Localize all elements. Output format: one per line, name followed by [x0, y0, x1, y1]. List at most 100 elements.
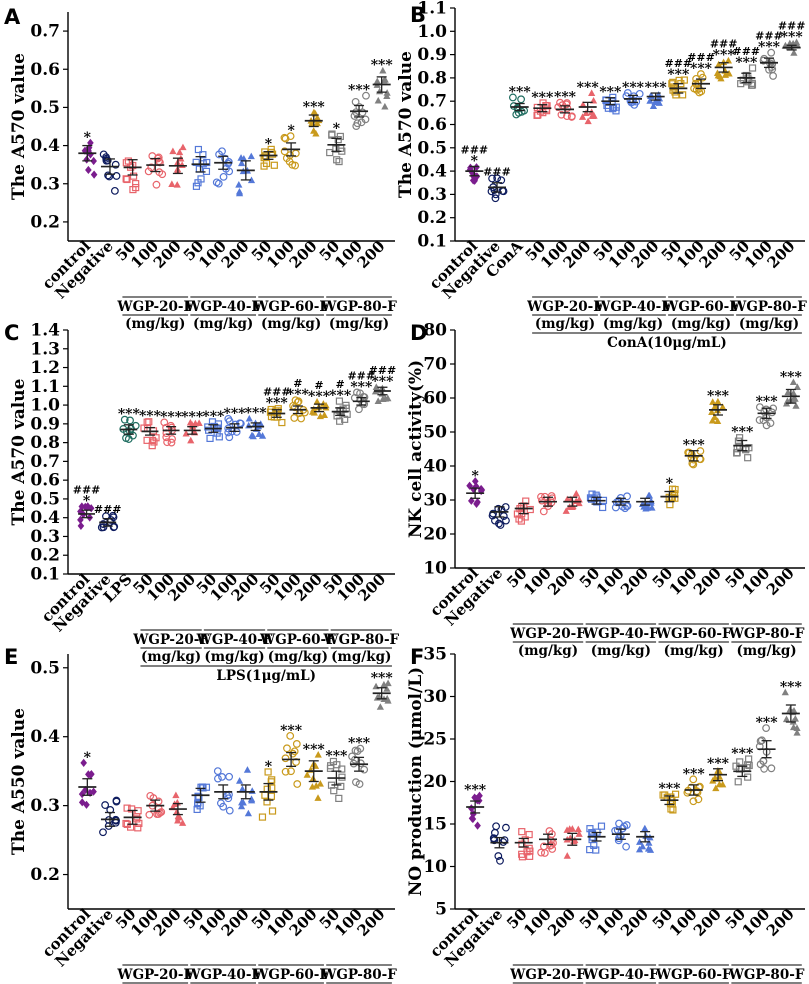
- data-point: [287, 767, 295, 776]
- data-point: [736, 758, 744, 766]
- group-label: WGP-40-F: [582, 626, 659, 642]
- data-point: [792, 402, 800, 409]
- data-point: [646, 846, 655, 853]
- x-category-label: 200: [763, 564, 798, 599]
- data-point: [192, 158, 200, 166]
- data-point: [470, 485, 477, 494]
- data-point: [353, 747, 362, 756]
- data-point: [641, 824, 649, 832]
- data-point: [789, 389, 798, 397]
- significance-mark: ***: [350, 379, 373, 395]
- data-point: [491, 190, 500, 199]
- significance-mark: ***: [683, 766, 706, 782]
- significance-mark: ***: [735, 55, 758, 71]
- data-point: [169, 147, 177, 155]
- data-point: [342, 401, 350, 409]
- group-unit-label: (mg/kg): [603, 316, 663, 332]
- data-point: [379, 395, 387, 403]
- data-point: [360, 765, 369, 774]
- y-axis-label: The A570 value: [396, 51, 416, 198]
- data-point: [558, 101, 567, 110]
- data-point: [781, 688, 789, 696]
- y-tick-label: 30: [423, 687, 447, 707]
- y-tick-label: 0.7: [417, 92, 447, 112]
- data-point: [102, 512, 110, 521]
- data-point: [314, 794, 322, 801]
- significance-mark: ***: [280, 723, 303, 739]
- significance-mark: ***: [371, 374, 394, 390]
- data-point: [473, 163, 480, 172]
- group-unit-label: (mg/kg): [268, 649, 328, 665]
- data-point: [124, 157, 132, 165]
- x-category-label: 200: [150, 237, 185, 272]
- group-label: WGP-40-F: [184, 299, 261, 315]
- group-unit-label: (mg/kg): [141, 649, 201, 665]
- group-unit-label: (mg/kg): [664, 643, 724, 659]
- data-point: [575, 830, 583, 837]
- x-category-label: 200: [544, 905, 579, 940]
- y-tick-label: 80: [423, 321, 447, 341]
- data-point: [85, 770, 92, 779]
- y-tick-label: 0.6: [30, 60, 60, 80]
- significance-mark: *: [83, 493, 91, 509]
- condition-label: ConA(10μg/mL): [607, 335, 727, 351]
- y-tick-label: 25: [423, 730, 447, 750]
- hash-mark: ###: [665, 57, 693, 70]
- x-category-label: 200: [690, 564, 725, 599]
- panel-letter: C: [4, 321, 19, 345]
- x-category-label: 200: [560, 237, 595, 272]
- data-point: [789, 378, 798, 386]
- y-tick-label: 10: [423, 559, 447, 579]
- data-point: [203, 158, 211, 167]
- data-point: [733, 449, 741, 457]
- data-point: [554, 103, 563, 112]
- data-point: [760, 764, 769, 773]
- data-point: [154, 153, 163, 162]
- data-point: [614, 836, 623, 845]
- data-point: [357, 118, 366, 127]
- data-point: [313, 398, 321, 405]
- data-point: [329, 757, 338, 766]
- significance-mark: ***: [731, 746, 754, 762]
- data-point: [335, 157, 343, 166]
- x-category-label: 200: [690, 905, 725, 940]
- data-point: [709, 398, 717, 405]
- data-point: [97, 523, 106, 532]
- data-point: [708, 416, 717, 424]
- data-point: [575, 499, 583, 507]
- data-point: [247, 152, 255, 160]
- data-point: [563, 826, 571, 833]
- y-tick-label: 0.8: [30, 433, 60, 453]
- data-point: [478, 485, 486, 495]
- data-point: [744, 773, 752, 781]
- significance-mark: ***: [224, 406, 247, 422]
- data-point: [105, 172, 114, 181]
- x-category-label: 200: [696, 237, 731, 272]
- group-label: WGP-20-F: [526, 299, 603, 315]
- significance-mark: ***: [160, 409, 183, 425]
- data-point: [310, 127, 318, 134]
- group-unit-label: (mg/kg): [671, 316, 731, 332]
- data-point: [160, 418, 169, 427]
- data-point: [592, 846, 600, 854]
- hash-mark: ###: [755, 30, 783, 43]
- data-point: [206, 434, 214, 443]
- data-point: [356, 759, 365, 768]
- data-point: [243, 766, 252, 773]
- y-tick-label: 1.1: [30, 377, 60, 397]
- significance-mark: ***: [509, 84, 532, 100]
- data-point: [468, 496, 475, 505]
- data-point: [87, 150, 94, 159]
- data-point: [474, 498, 481, 507]
- data-point: [526, 505, 534, 514]
- data-point: [281, 754, 290, 763]
- data-point: [588, 89, 596, 97]
- data-point: [744, 78, 752, 86]
- y-tick-label: 0.6: [30, 471, 60, 491]
- significance-mark: ***: [645, 80, 668, 96]
- group-label: WGP-20-F: [132, 632, 209, 648]
- data-point: [574, 825, 582, 833]
- data-point: [225, 167, 234, 176]
- y-tick-label: 0.4: [30, 508, 60, 528]
- data-point: [689, 775, 698, 784]
